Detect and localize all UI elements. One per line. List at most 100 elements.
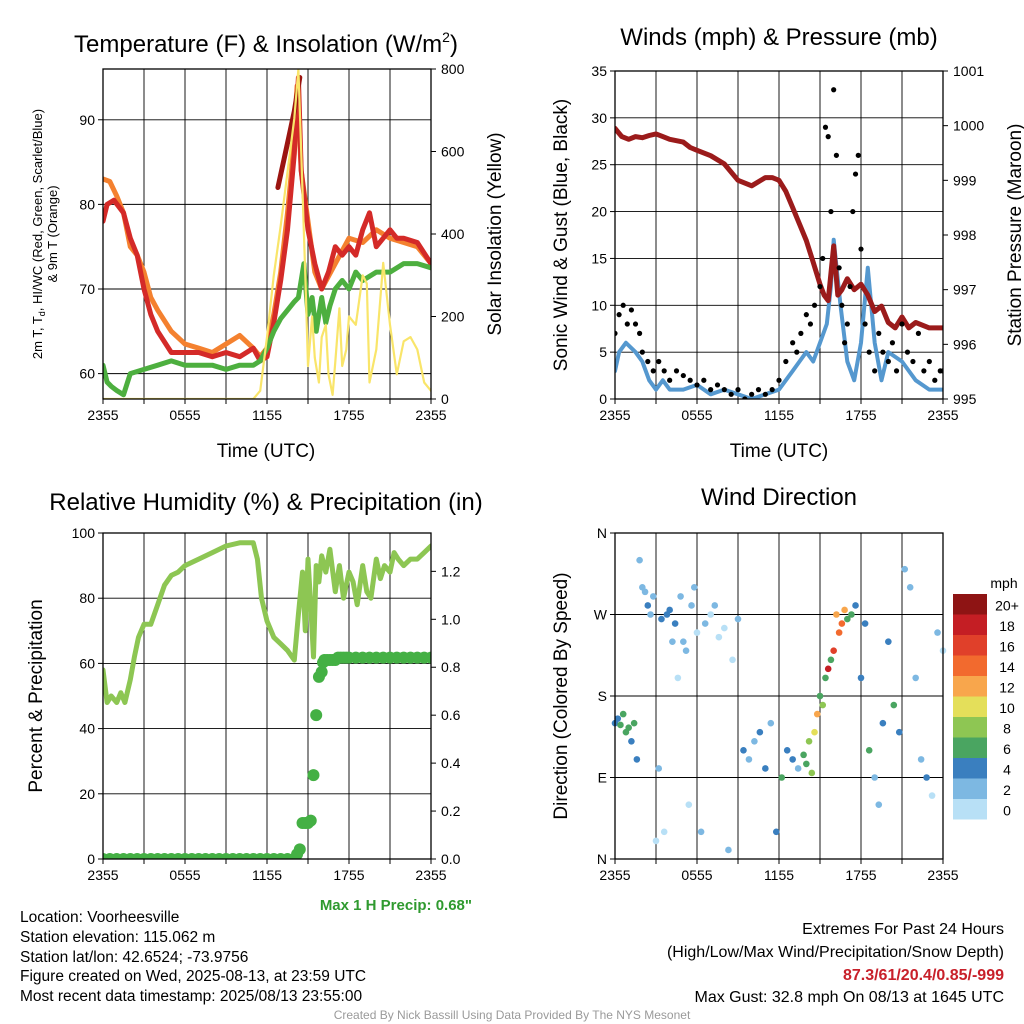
gust-point bbox=[769, 387, 775, 393]
precip-point bbox=[425, 651, 431, 664]
precip-point bbox=[310, 709, 323, 722]
gust-point bbox=[790, 340, 796, 346]
wind-series bbox=[615, 87, 943, 399]
direction-point bbox=[824, 665, 832, 673]
y2-tick-label: 1000 bbox=[953, 118, 984, 134]
x-tick-label: 0555 bbox=[681, 867, 712, 883]
gust-point bbox=[866, 349, 872, 355]
direction-point bbox=[841, 606, 848, 614]
gust-point bbox=[708, 387, 714, 393]
direction-point bbox=[652, 837, 660, 845]
y-tick-label: N bbox=[597, 525, 607, 541]
rh-line bbox=[103, 540, 431, 705]
y2-tick-label: 400 bbox=[441, 226, 465, 242]
direction-point bbox=[827, 656, 835, 664]
direction-point bbox=[819, 701, 827, 709]
y2-tick-label: 0.2 bbox=[441, 803, 461, 819]
gust-point bbox=[855, 152, 861, 158]
x-tick-label: 1155 bbox=[764, 867, 794, 883]
direction-point bbox=[701, 620, 709, 627]
humidity-ylabel: Percent & Precipitation bbox=[26, 599, 47, 792]
direction-points bbox=[611, 556, 947, 854]
x-tick-label: 2355 bbox=[599, 867, 630, 883]
direction-point bbox=[734, 615, 742, 623]
y-tick-label: 25 bbox=[591, 157, 607, 173]
wind-frame bbox=[614, 70, 944, 400]
legend-swatch bbox=[953, 676, 987, 697]
direction-point bbox=[685, 801, 693, 808]
y-tick-label: 0 bbox=[599, 391, 607, 407]
direction-point bbox=[682, 647, 690, 655]
gust-point bbox=[661, 368, 667, 374]
direction-point bbox=[649, 593, 657, 600]
gust-point bbox=[728, 391, 734, 397]
y2-tick-label: 0 bbox=[441, 391, 449, 407]
direction-point bbox=[816, 692, 824, 700]
x-tick-label: 1755 bbox=[333, 407, 364, 423]
direction-point bbox=[848, 611, 855, 618]
gust-point bbox=[783, 358, 789, 365]
y-tick-label: 60 bbox=[79, 655, 95, 671]
x-tick-label: 0555 bbox=[169, 867, 200, 883]
x-tick-label: 2355 bbox=[927, 407, 958, 423]
direction-point bbox=[928, 792, 936, 799]
direction-point bbox=[794, 765, 802, 772]
temperature-xlabel: Time (UTC) bbox=[217, 441, 316, 462]
direction-point bbox=[934, 629, 941, 636]
y-tick-label: 80 bbox=[79, 196, 95, 212]
y2-tick-label: 1.2 bbox=[441, 563, 461, 579]
gust-point bbox=[794, 349, 800, 355]
direction-point bbox=[647, 611, 654, 618]
legend-swatch bbox=[953, 614, 987, 635]
precip-point bbox=[304, 814, 317, 827]
y-tick-label: 40 bbox=[79, 721, 95, 737]
direction-frame bbox=[614, 532, 944, 860]
legend-label: 20+ bbox=[995, 597, 1019, 613]
y2-tick-label: 0.8 bbox=[441, 659, 461, 675]
direction-point bbox=[844, 615, 851, 623]
y-tick-label: 60 bbox=[79, 366, 95, 382]
gust-point bbox=[811, 302, 818, 308]
y2-tick-label: 1.0 bbox=[441, 611, 461, 627]
direction-point bbox=[740, 747, 747, 754]
legend-swatch bbox=[953, 778, 987, 799]
x-tick-label: 1755 bbox=[845, 867, 876, 883]
legend-swatch bbox=[953, 655, 987, 676]
wind-line bbox=[615, 237, 943, 399]
speed-legend: 20+ 18 16 14 12 10 8 6 4 2 0 bbox=[953, 594, 1019, 820]
direction-point bbox=[838, 620, 846, 627]
direction-point bbox=[658, 615, 665, 623]
direction-point bbox=[671, 620, 679, 627]
gust-point bbox=[926, 358, 932, 365]
y-tick-label: 100 bbox=[72, 525, 96, 541]
legend-label: 10 bbox=[999, 700, 1015, 716]
station-elevation: Station elevation: 115.062 m bbox=[20, 929, 215, 946]
direction-point bbox=[901, 565, 909, 573]
gust-point bbox=[673, 368, 680, 374]
x-tick-label: 2355 bbox=[599, 407, 630, 423]
series-clip-group bbox=[103, 69, 431, 399]
gust-point bbox=[880, 349, 886, 355]
direction-point bbox=[857, 674, 865, 682]
temperature-ticks: 2355 0555 1155 1755 2355 60 70 80 90 0 200 400 600 80… bbox=[79, 61, 464, 423]
legend-label: 2 bbox=[1003, 782, 1011, 798]
direction-point bbox=[633, 756, 641, 763]
direction-ylabel: Direction (Colored By Speed) bbox=[551, 572, 572, 819]
station-latlon: Station lat/lon: 42.6524; -73.9756 bbox=[20, 949, 248, 966]
legend-swatch bbox=[953, 717, 987, 738]
direction-point bbox=[861, 620, 869, 627]
direction-point bbox=[644, 602, 652, 609]
gust-point bbox=[876, 330, 882, 336]
precip-point bbox=[307, 769, 320, 782]
direction-point bbox=[636, 556, 643, 564]
gust-point bbox=[616, 312, 622, 318]
gust-point bbox=[904, 349, 911, 355]
legend-label: 4 bbox=[1003, 761, 1011, 777]
gust-point bbox=[844, 321, 850, 327]
gust-point bbox=[822, 124, 829, 130]
direction-point bbox=[655, 765, 663, 772]
gust-point bbox=[872, 368, 878, 374]
gust-point bbox=[632, 321, 639, 327]
legend-swatch bbox=[953, 737, 987, 758]
direction-point bbox=[822, 674, 829, 682]
